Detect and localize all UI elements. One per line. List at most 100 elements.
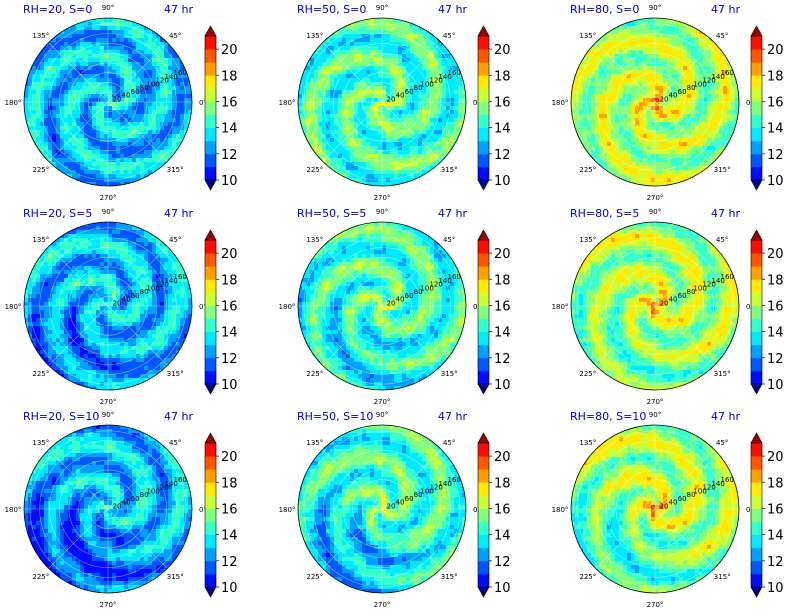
- angular-grid-line: [107, 246, 168, 307]
- colorbar-tick-label: 14: [221, 122, 238, 137]
- angular-grid-line: [381, 246, 442, 307]
- colorbar-tick-label: 10: [767, 581, 784, 596]
- radial-tick-label: 100: [420, 487, 433, 495]
- colorbar-band: [205, 88, 216, 102]
- radial-tick-label: 80: [687, 288, 696, 296]
- radial-tick-label: 100: [693, 80, 706, 88]
- colorbar-extend-max: [750, 432, 763, 444]
- panel-title: RH=50, S=5: [297, 207, 366, 220]
- colorbar-band: [751, 534, 762, 549]
- colorbar-band: [751, 318, 762, 333]
- colorbar-tick-label: 16: [221, 299, 238, 314]
- angular-tick-label: 90°: [649, 208, 661, 216]
- angular-grid-line: [322, 246, 383, 307]
- radial-tick-label: 20: [387, 95, 396, 103]
- radial-tick-label: 20: [660, 95, 669, 103]
- panel-title: RH=80, S=10: [570, 410, 646, 423]
- angular-grid-line: [48, 508, 109, 569]
- angular-tick-label: 45°: [716, 236, 728, 244]
- radial-tick-label: 120: [429, 281, 442, 289]
- angular-grid-line: [322, 508, 383, 569]
- angular-tick-label: 315°: [714, 166, 731, 174]
- colorbar-tick-label: 14: [221, 529, 238, 544]
- angular-grid-line: [654, 101, 715, 162]
- colorbar-band: [751, 331, 762, 346]
- colorbar-band: [478, 305, 489, 319]
- angular-tick-label: 180°: [279, 99, 296, 107]
- angular-tick-label: 0°: [199, 506, 207, 514]
- angular-tick-label: 180°: [279, 303, 296, 311]
- colorbar-band: [478, 357, 489, 372]
- colorbar: 10 12 14 16 18 20: [204, 432, 238, 598]
- angular-grid-line: [322, 42, 383, 103]
- polar-frame: [23, 424, 193, 594]
- angular-tick-label: 90°: [649, 411, 661, 419]
- colorbar-band: [205, 482, 216, 496]
- angular-tick-label: 225°: [306, 573, 323, 581]
- radial-tick-label: 120: [429, 77, 442, 85]
- angular-tick-label: 0°: [746, 303, 754, 311]
- radial-tick-label: 40: [396, 92, 405, 100]
- angular-grid-line: [381, 449, 442, 510]
- colorbar-band: [751, 443, 762, 457]
- colorbar-band: [205, 331, 216, 346]
- radial-tick-label: 40: [669, 92, 678, 100]
- colorbar: 10 12 14 16 18 20: [477, 229, 511, 395]
- polar-frame: [570, 424, 740, 594]
- angular-tick-label: 90°: [102, 411, 114, 419]
- angular-tick-label: 180°: [279, 506, 296, 514]
- colorbar-tick-label: 16: [494, 299, 511, 314]
- radial-tick-label: 20: [387, 502, 396, 510]
- colorbar-band: [205, 114, 216, 129]
- colorbar-tick-label: 12: [494, 148, 511, 163]
- colorbar-tick-label: 10: [221, 174, 238, 189]
- angular-tick-label: 225°: [32, 573, 49, 581]
- angular-tick-label: 45°: [443, 32, 455, 40]
- colorbar-band: [205, 521, 216, 536]
- colorbar-tick-label: 20: [494, 43, 511, 58]
- colorbar-band: [205, 166, 216, 181]
- colorbar-tick-label: 12: [767, 352, 784, 367]
- colorbar-band: [478, 75, 489, 89]
- radial-tick-label: 100: [693, 487, 706, 495]
- colorbar-extend-max: [204, 432, 217, 444]
- colorbar-band: [478, 101, 489, 115]
- colorbar-tick-label: 10: [494, 581, 511, 596]
- angular-tick-label: 135°: [306, 32, 323, 40]
- colorbar-band: [478, 508, 489, 522]
- colorbar-extend-max: [204, 25, 217, 37]
- colorbar-tick-label: 12: [221, 555, 238, 570]
- angular-tick-label: 225°: [579, 573, 596, 581]
- angular-grid-line: [322, 305, 383, 366]
- panel-time-label: 47 hr: [438, 207, 467, 220]
- colorbar-tick-label: 18: [221, 69, 238, 84]
- colorbar-tick-label: 14: [767, 529, 784, 544]
- colorbar-band: [751, 573, 762, 588]
- angular-tick-label: 270°: [374, 398, 391, 406]
- colorbar-tick-label: 18: [494, 69, 511, 84]
- colorbar-extend-min: [204, 383, 217, 395]
- polar-frame: [23, 221, 193, 391]
- colorbar-band: [751, 140, 762, 155]
- colorbar-band: [478, 240, 489, 254]
- polar-frame: [297, 221, 467, 391]
- colorbar-band: [205, 153, 216, 168]
- colorbar-tick-label: 14: [494, 326, 511, 341]
- angular-grid-line: [48, 305, 109, 366]
- radial-tick-label: 120: [155, 484, 168, 492]
- angular-tick-label: 90°: [102, 4, 114, 12]
- radial-tick-label: 40: [669, 499, 678, 507]
- colorbar-band: [751, 240, 762, 254]
- angular-tick-label: 180°: [552, 303, 569, 311]
- colorbar-band: [205, 495, 216, 509]
- angular-tick-label: 135°: [579, 32, 596, 40]
- radial-tick-label: 80: [414, 84, 423, 92]
- angular-grid-line: [595, 305, 656, 366]
- colorbar-band: [751, 357, 762, 372]
- colorbar-band: [205, 305, 216, 319]
- angular-tick-label: 45°: [716, 439, 728, 447]
- angular-grid-line: [107, 42, 168, 103]
